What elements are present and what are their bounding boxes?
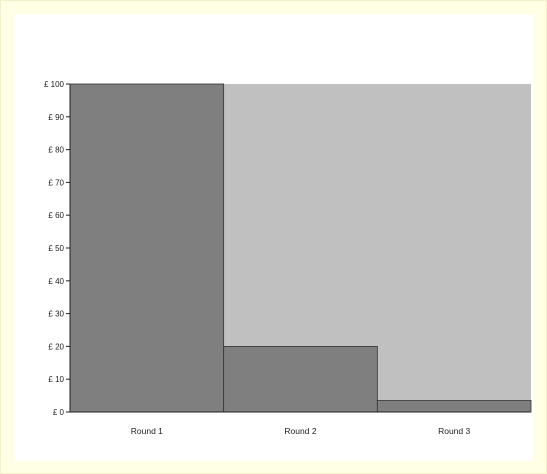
chart-panel: £ 0 £ 10 £ 20 £ 30 £ 40 £ 50 £ 60 £ 70 £ 80 £ 90 £… (15, 14, 534, 461)
y-axis: £ 0 £ 10 £ 20 £ 30 £ 40 £ 50 £ 60 £ 70 £ 80 £ 90 £… (44, 80, 71, 417)
y-tick-label: £ 90 (48, 113, 64, 122)
bar-1 (69, 83, 225, 413)
bars-group (69, 83, 532, 413)
bar-3 (376, 400, 532, 413)
y-tick-label: £ 30 (48, 310, 64, 319)
bar-chart: £ 0 £ 10 £ 20 £ 30 £ 40 £ 50 £ 60 £ 70 £ 80 £ 90 £… (44, 80, 532, 436)
bar-2 (223, 345, 378, 413)
y-tick-label: £ 0 (53, 408, 65, 417)
y-tick-label: £ 60 (48, 211, 64, 220)
x-category-label: Round 3 (438, 426, 470, 436)
y-tick-label: £ 80 (48, 146, 64, 155)
y-tick-label: £ 70 (48, 178, 64, 187)
y-tick-label: £ 40 (48, 277, 64, 286)
y-tick-label: £ 20 (48, 342, 64, 351)
y-tick-label: £ 50 (48, 244, 64, 253)
y-tick-label: £ 10 (48, 375, 64, 384)
x-axis: Round 1 Round 2 Round 3 (70, 411, 531, 436)
y-tick-label: £ 100 (44, 80, 65, 89)
x-category-label: Round 2 (284, 426, 316, 436)
x-category-label: Round 1 (131, 426, 163, 436)
